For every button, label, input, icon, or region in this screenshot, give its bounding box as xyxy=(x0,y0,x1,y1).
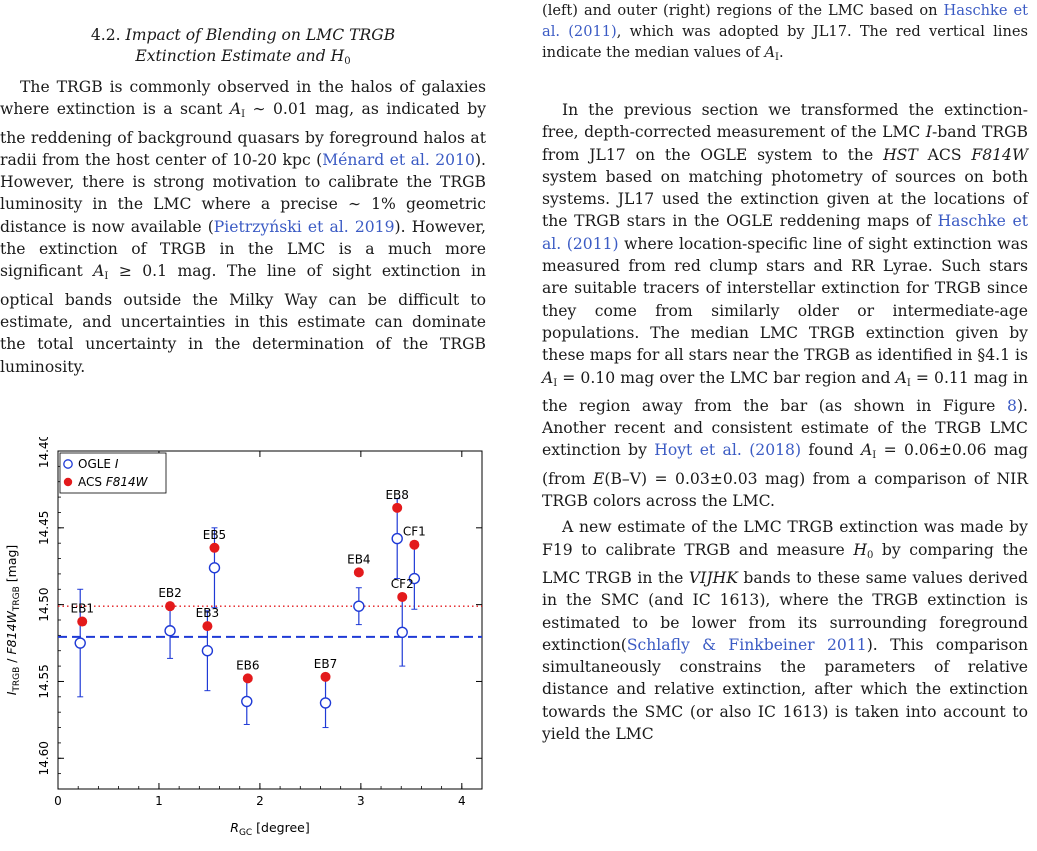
paragraph-2: In the previous section we transformed t… xyxy=(542,101,1028,511)
section-title-line2: Extinction Estimate and xyxy=(135,47,331,65)
y-tick-label: 14.40 xyxy=(37,437,51,468)
y-tick-label: 14.55 xyxy=(37,664,51,698)
ogle-point xyxy=(391,532,403,545)
x-tick-label: 1 xyxy=(155,794,163,808)
section-number: 4.2. xyxy=(90,26,121,44)
right-column: (left) and outer (right) regions of the … xyxy=(542,0,1028,745)
acs-point xyxy=(202,621,213,632)
citation-haschke-year[interactable]: (2011) xyxy=(566,234,619,253)
ogle-point xyxy=(74,637,86,649)
x-tick-label: 2 xyxy=(256,794,264,808)
y-axis-label: ITRGB / F814WTRGB [mag] xyxy=(4,545,22,696)
acs-point xyxy=(165,601,176,612)
x-axis-label: RGC [degree] xyxy=(230,820,310,838)
chart-svg: 0 1 2 3 4 14.40 14.45 14.50 14.55 14.60 EB1 EB2 EB3… xyxy=(4,434,483,838)
citation-haschke-caption[interactable]: Haschke et al. (2011) xyxy=(542,2,1029,40)
point-label: EB3 xyxy=(196,606,219,620)
point-label: CF1 xyxy=(403,525,426,539)
acs-point xyxy=(209,542,220,553)
reference-lines xyxy=(58,605,482,638)
figure-8-link[interactable]: 8 xyxy=(1007,396,1017,415)
citation-schlafly[interactable]: Schlafly & Finkbeiner 2011 xyxy=(626,635,867,654)
ogle-point xyxy=(201,645,214,657)
point-label: CF2 xyxy=(391,577,414,591)
legend: OGLE I ACS F814W xyxy=(59,452,167,494)
section-title-H: H xyxy=(330,47,345,65)
citation-haschke[interactable]: Haschke et al. xyxy=(542,212,1028,253)
figure-8-scatter: 0 1 2 3 4 14.40 14.45 14.50 14.55 14.60 EB1 EB2 EB3… xyxy=(0,434,486,847)
citation-menard[interactable]: Ménard et al. 2010 xyxy=(322,150,475,169)
citation-pietrzynski[interactable]: Pietrzyński et al. 2019 xyxy=(213,217,395,236)
figure-caption-end: (left) and outer (right) regions of the … xyxy=(542,2,1029,63)
ogle-point xyxy=(408,572,421,585)
acs-point xyxy=(320,671,331,682)
x-tick-label: 3 xyxy=(357,794,365,808)
section-heading: 4.2. Impact of Blending on LMC TRGB Exti… xyxy=(0,25,486,72)
section-title-H-sub: 0 xyxy=(344,56,351,67)
axis-ticks: 0 1 2 3 4 14.40 14.45 14.50 14.55 14.60 xyxy=(37,434,483,808)
y-tick-label: 14.50 xyxy=(37,587,51,621)
point-label: EB4 xyxy=(347,552,370,566)
acs-point xyxy=(392,502,403,513)
legend-ogle-marker xyxy=(63,459,73,469)
ogle-point xyxy=(208,562,221,574)
ogle-point xyxy=(353,600,365,612)
acs-point xyxy=(409,539,420,550)
point-label: EB6 xyxy=(236,658,259,672)
legend-ogle-label: OGLE I xyxy=(78,457,119,471)
y-tick-label: 14.60 xyxy=(37,741,51,775)
data-marks: EB1 EB2 EB3 EB5 EB6 EB7 EB4 EB8 CF2 CF1 xyxy=(71,488,426,729)
acs-point xyxy=(397,591,408,602)
point-label: EB7 xyxy=(314,657,337,671)
ogle-point xyxy=(164,625,176,637)
left-column: 4.2. Impact of Blending on LMC TRGB Exti… xyxy=(0,0,486,378)
plot-frame xyxy=(57,450,483,790)
y-tick-label: 14.45 xyxy=(37,511,51,545)
citation-hoyt[interactable]: Hoyt et al. xyxy=(654,441,742,460)
legend-box xyxy=(59,452,167,494)
acs-point xyxy=(77,616,88,627)
point-label: EB1 xyxy=(71,602,94,616)
legend-acs-label: ACS F814W xyxy=(78,475,149,489)
ogle-point xyxy=(396,626,408,638)
legend-acs-marker xyxy=(63,477,73,487)
acs-point xyxy=(353,567,364,578)
point-label: EB2 xyxy=(158,586,181,600)
section-title-line1: Impact of Blending on LMC TRGB xyxy=(125,26,396,44)
acs-point xyxy=(242,673,253,684)
x-tick-label: 4 xyxy=(458,794,466,808)
ogle-point xyxy=(241,695,253,708)
ogle-point xyxy=(319,697,332,709)
paragraph-1: The TRGB is commonly observed in the hal… xyxy=(0,78,486,376)
point-label: EB5 xyxy=(203,528,226,542)
x-tick-label: 0 xyxy=(54,794,62,808)
point-label: EB8 xyxy=(385,488,408,502)
citation-hoyt-year[interactable]: (2018) xyxy=(749,441,802,460)
paragraph-3: A new estimate of the LMC TRGB extinctio… xyxy=(542,518,1028,744)
